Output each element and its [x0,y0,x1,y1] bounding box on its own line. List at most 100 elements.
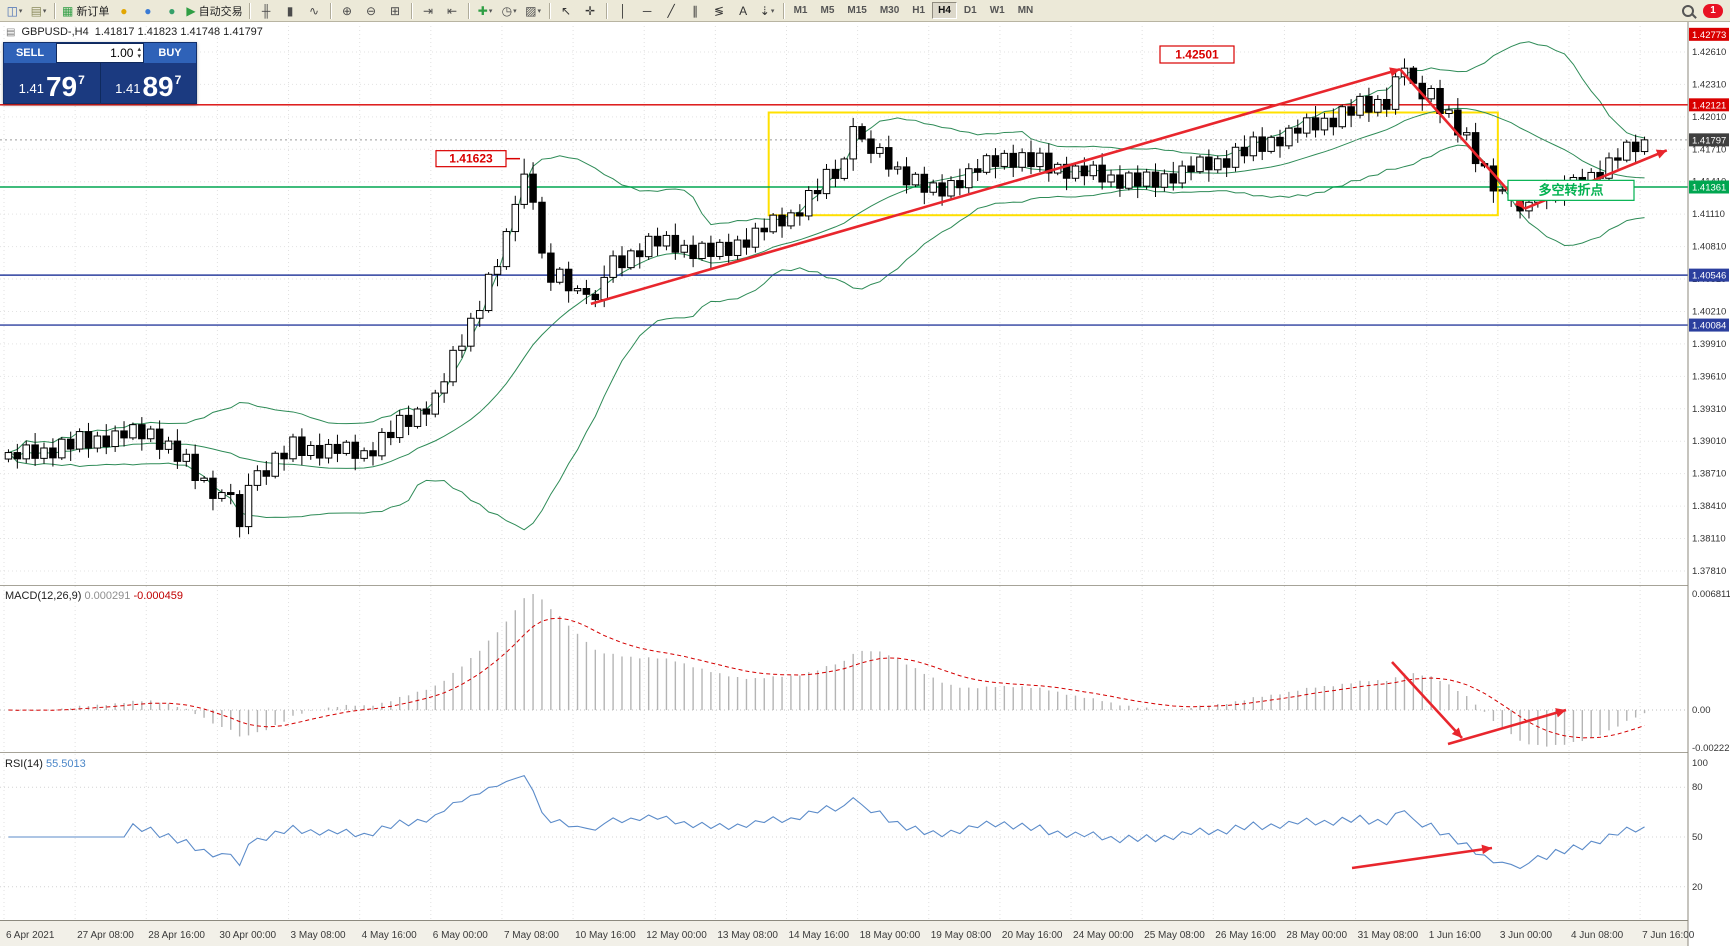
sell-price-sup: 7 [78,73,85,87]
time-axis[interactable]: 6 Apr 2021 27 Apr 08:00 28 Apr 16:00 30 Apr… [6,930,1695,941]
timeframe-m15[interactable]: M15 [847,5,867,16]
svg-text:1.38110: 1.38110 [1692,534,1726,545]
alert-price-badge [1689,27,1729,41]
tile-windows-button[interactable]: ⊞ [384,2,407,20]
svg-text:50: 50 [1692,832,1703,843]
price-axis[interactable]: 1.426101.423101.420101.417101.414101.411… [1687,22,1730,946]
search-icon [1681,4,1694,17]
svg-text:13 May 08:00: 13 May 08:00 [717,930,778,941]
chart-canvas[interactable]: 1.426101.423101.420101.417101.414101.411… [0,22,1730,946]
channel-button[interactable]: ∥ [684,2,707,20]
svg-text:1.40084: 1.40084 [1692,321,1726,332]
svg-text:7 Jun 16:00: 7 Jun 16:00 [1642,930,1695,941]
toolbar-separator [467,2,470,19]
horizontal-line-icon: ─ [642,3,652,18]
search-button[interactable] [1676,2,1699,20]
fibonacci-button[interactable]: ≶ [708,2,731,20]
autotrading-button[interactable]: ▶ 自动交易 [184,2,244,20]
buy-price-big: 89 [142,71,174,102]
cursor-icon: ↖ [561,3,572,18]
cursor-button[interactable]: ↖ [555,2,578,20]
bar-chart-button[interactable]: ╫ [255,2,278,20]
timeframe-d1[interactable]: D1 [963,5,977,16]
symbol-period: GBPUSD-,H4 [21,26,89,38]
svg-text:1.40546: 1.40546 [1692,271,1726,282]
zoom-out-icon: ⊖ [366,3,377,18]
toolbar-buttons: ◫ ▾ ▤ ▾ ▦ 新订单 ● ● ● ▶ 自动交易 ╫ ▮ ∿ ⊕ ⊖ ⊞ ⇥ ⇤ ✚ ▾ ◷ ▾ ▨ ▾ ↖ ✛ │ ─ ╱ ∥ ≶ A ⇣ ▾ [3,2,788,20]
signals-button[interactable]: ● [160,2,183,20]
dropdown-caret-icon: ▾ [18,7,23,15]
timeframe-buttons: M1 M5 M15 M30 H1 H4 D1 W1 MN [788,2,1040,19]
svg-text:25 May 08:00: 25 May 08:00 [1144,930,1205,941]
trendline-button[interactable]: ╱ [660,2,683,20]
svg-text:30 Apr 00:00: 30 Apr 00:00 [219,930,276,941]
deposit-icon-button[interactable]: ● [112,2,135,20]
toolbar: ◫ ▾ ▤ ▾ ▦ 新订单 ● ● ● ▶ 自动交易 ╫ ▮ ∿ ⊕ ⊖ ⊞ ⇥ ⇤ ✚ ▾ ◷ ▾ ▨ ▾ ↖ ✛ │ ─ ╱ ∥ ≶ A ⇣ ▾… [0,0,1730,22]
svg-text:80: 80 [1692,782,1703,793]
crosshair-button[interactable]: ✛ [579,2,602,20]
timeframe-h1[interactable]: H1 [912,5,926,16]
new-order-button[interactable]: ▦ 新订单 [60,2,111,20]
timeframe-h4[interactable]: H4 [932,2,957,19]
svg-text:1.41797: 1.41797 [1692,135,1726,146]
svg-text:1.40210: 1.40210 [1692,306,1726,317]
timeframe-m5[interactable]: M5 [820,5,835,16]
toolbar-separator [410,2,413,19]
candlestick-chart-button[interactable]: ▮ [279,2,302,20]
timeframe-m30[interactable]: M30 [879,5,900,16]
new-order-icon: ▦ [62,3,74,18]
text-button[interactable]: A [732,2,755,20]
svg-text:1.42121: 1.42121 [1692,100,1726,111]
svg-text:26 May 16:00: 26 May 16:00 [1215,930,1276,941]
zoom-in-button[interactable]: ⊕ [336,2,359,20]
timeframe-m1[interactable]: M1 [793,5,808,16]
zoom-out-button[interactable]: ⊖ [360,2,383,20]
timeframe-w1[interactable]: W1 [989,5,1005,16]
price-level-lines [0,104,1688,326]
svg-text:1.42773: 1.42773 [1692,30,1726,41]
svg-text:0.006811: 0.006811 [1692,589,1730,600]
macd-signal-value: -0.000459 [133,590,183,602]
profiles-button[interactable]: ▤ ▾ [27,2,50,20]
chart-shift-icon: ⇤ [447,3,458,18]
volume-up-icon[interactable]: ▴ [137,46,141,53]
buy-price-prefix: 1.41 [115,81,141,96]
rsi-value: 55.5013 [45,758,86,770]
volume-steppers[interactable]: ▴ ▾ [135,46,143,60]
arrows-button[interactable]: ⇣ ▾ [756,2,779,20]
volume-input[interactable] [57,46,136,60]
notifications-badge[interactable]: 1 [1703,3,1723,18]
volume-down-icon[interactable]: ▾ [137,53,141,60]
periods-button[interactable]: ◷ ▾ [498,2,521,20]
market-button[interactable]: ● [136,2,159,20]
svg-text:1.37810: 1.37810 [1692,566,1726,577]
line-chart-button[interactable]: ∿ [303,2,326,20]
svg-text:3 May 08:00: 3 May 08:00 [291,930,346,941]
swing-high-price-label[interactable] [1159,45,1235,64]
svg-text:28 Apr 16:00: 28 Apr 16:00 [148,930,205,941]
timeframe-mn[interactable]: MN [1017,5,1034,16]
svg-text:18 May 00:00: 18 May 00:00 [860,930,921,941]
chart-area: 1.426101.423101.420101.417101.414101.411… [0,22,1730,946]
buy-price[interactable]: 1.41 89 7 [101,63,197,103]
templates-button[interactable]: ▨ ▾ [522,2,545,20]
vertical-line-button[interactable]: │ [612,2,635,20]
svg-text:7 May 08:00: 7 May 08:00 [504,930,559,941]
svg-text:1.39010: 1.39010 [1692,436,1726,447]
sell-price[interactable]: 1.41 79 7 [4,63,101,103]
turning-point-label[interactable] [1507,179,1635,201]
horizontal-line-button[interactable]: ─ [636,2,659,20]
new-chart-button[interactable]: ◫ ▾ [3,2,26,20]
new-order-button-label: 新订单 [76,5,110,18]
chart-shift-button[interactable]: ⇤ [441,2,464,20]
sell-price-big: 79 [45,71,78,102]
sell-button[interactable]: SELL [4,43,56,63]
svg-text:-0.002227: -0.002227 [1692,743,1730,754]
buy-button[interactable]: BUY [144,43,196,63]
auto-scroll-icon: ⇥ [423,3,434,18]
tile-windows-icon: ⊞ [390,3,401,18]
market-icon: ● [144,3,152,18]
svg-text:1.42010: 1.42010 [1692,112,1726,123]
auto-scroll-button[interactable]: ⇥ [417,2,440,20]
indicators-button[interactable]: ✚ ▾ [474,2,497,20]
